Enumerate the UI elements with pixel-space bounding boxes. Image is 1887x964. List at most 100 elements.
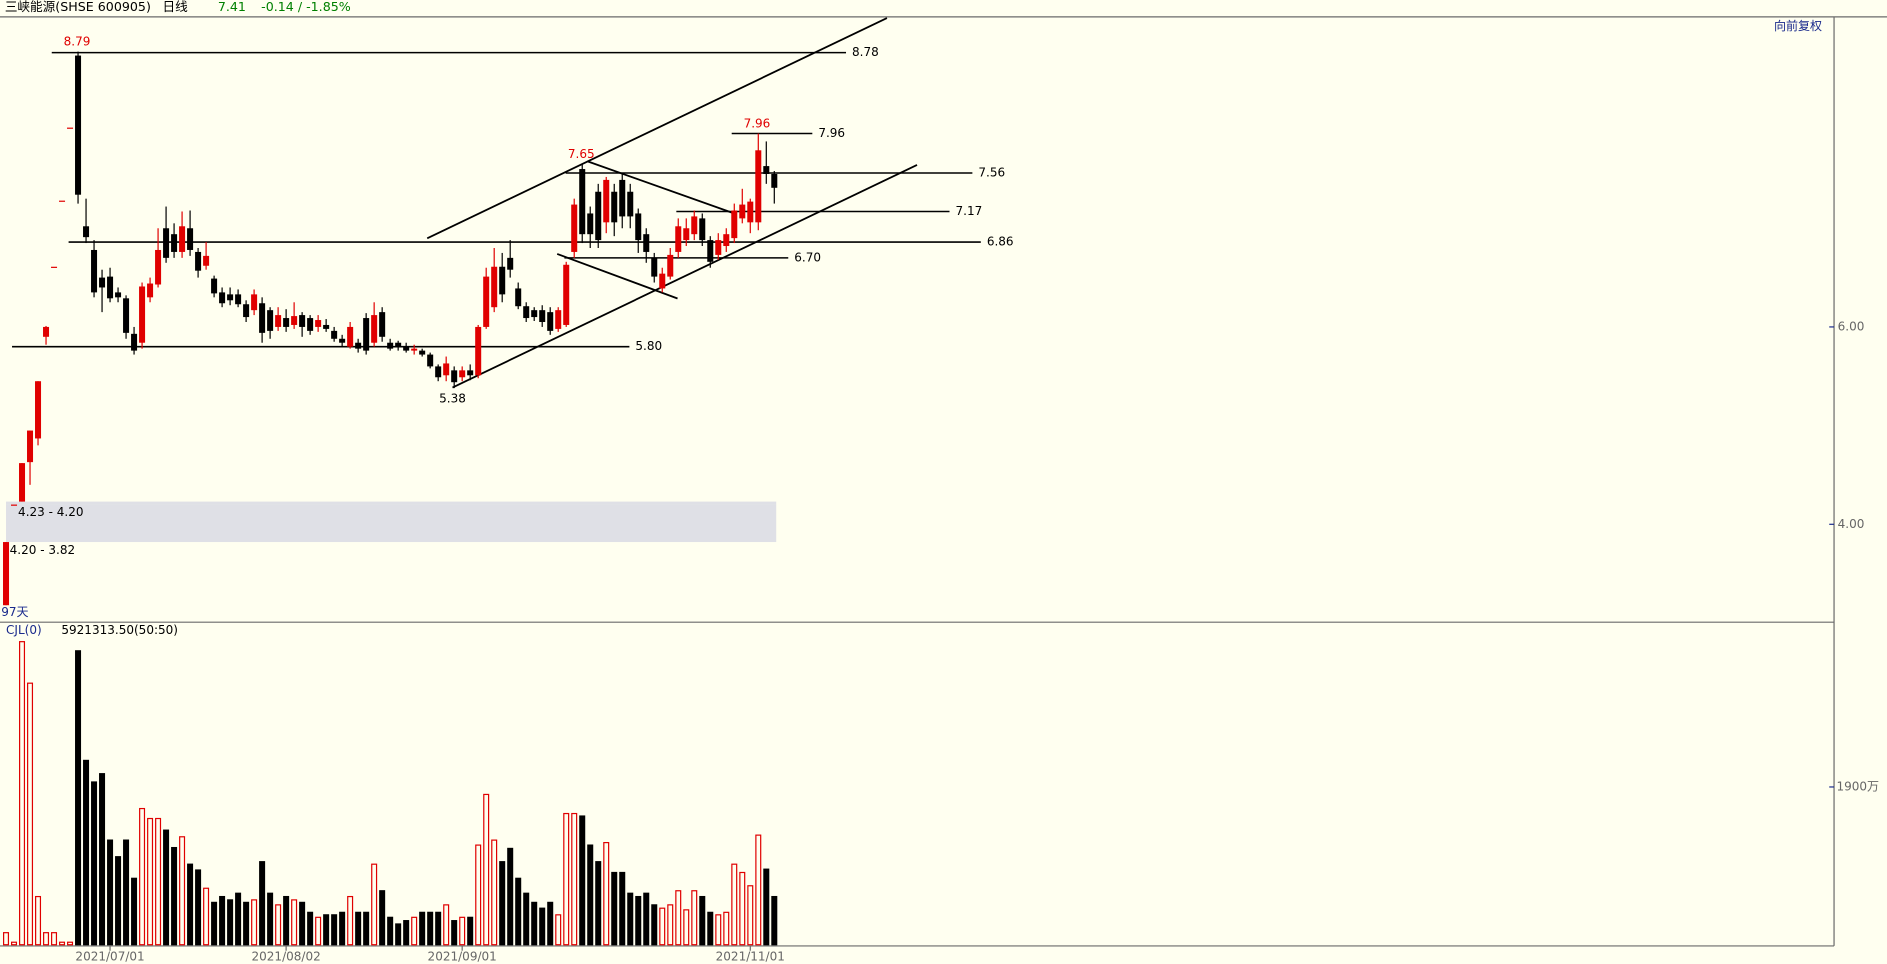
candle-body	[667, 254, 674, 277]
triangle-lower-line	[556, 253, 678, 300]
candle-body	[203, 255, 210, 266]
candle-body	[595, 191, 602, 241]
level-label: 6.70	[794, 250, 821, 264]
price-change: -0.14 / -1.85%	[261, 0, 351, 14]
volume-bar	[579, 815, 586, 946]
volume-bar	[147, 817, 154, 946]
y-tick-label: 1900万	[1836, 779, 1879, 793]
candle-body	[387, 342, 394, 349]
volume-bar	[763, 868, 770, 946]
candle-body	[51, 266, 58, 268]
volume-indicator-title[interactable]: CJL(0)	[6, 623, 42, 637]
volume-bar	[683, 909, 690, 946]
x-tick-label: 2021/09/01	[428, 949, 497, 963]
volume-bar	[491, 839, 498, 946]
volume-bar	[627, 892, 634, 946]
x-tick-label: 2021/11/01	[716, 949, 785, 963]
candle-body	[443, 363, 450, 376]
candle-body	[747, 201, 754, 223]
candle-body	[179, 226, 186, 252]
candle-body	[19, 463, 26, 502]
volume-bar	[187, 863, 194, 946]
candle-body	[155, 249, 162, 285]
gap-zone	[6, 501, 777, 505]
volume-bar	[11, 941, 18, 946]
candle-body	[483, 276, 490, 327]
candle-body	[75, 55, 82, 195]
candle-body	[627, 191, 634, 217]
candle-body	[603, 179, 610, 223]
volume-bar	[651, 904, 658, 946]
volume-bar	[675, 890, 682, 946]
candle-body	[227, 294, 234, 301]
candle-body	[379, 312, 386, 337]
x-tick-label: 2021/08/02	[251, 949, 320, 963]
candle-body	[139, 286, 146, 343]
volume-bar	[363, 911, 370, 946]
candle-body	[371, 315, 378, 343]
volume-bar	[139, 807, 146, 946]
volume-bar	[667, 904, 674, 946]
candle-body	[531, 310, 538, 318]
candle-body	[307, 318, 314, 331]
candle-body	[259, 303, 266, 333]
volume-bar	[635, 895, 642, 946]
candle-body	[731, 210, 738, 239]
candle-body	[11, 504, 18, 506]
volume-bar	[707, 911, 714, 946]
volume-bar	[411, 916, 418, 946]
volume-bar	[699, 895, 706, 946]
volume-bar	[539, 907, 546, 946]
last-price: 7.41	[218, 0, 246, 14]
level-label: 5.80	[635, 339, 662, 353]
volume-bar	[467, 916, 474, 946]
volume-bar	[347, 895, 354, 946]
candle-body	[323, 324, 330, 329]
volume-bar	[611, 871, 618, 946]
candle-body	[675, 226, 682, 252]
volume-bar	[251, 899, 258, 946]
days-label: 97天	[1, 605, 28, 619]
gap-zone-label: 4.20 - 3.82	[10, 543, 75, 557]
volume-bar	[459, 916, 466, 946]
volume-bar	[331, 914, 338, 946]
candle-body	[699, 218, 706, 241]
volume-bar	[555, 914, 562, 946]
volume-bar	[427, 911, 434, 946]
candle-body	[299, 315, 306, 327]
candle-body	[83, 226, 90, 238]
volume-bar	[755, 834, 762, 946]
volume-bar	[771, 895, 778, 946]
volume-bar	[659, 907, 666, 946]
candle-body	[499, 266, 506, 295]
period-selector[interactable]: 日线	[162, 0, 188, 14]
candle-body	[563, 264, 570, 325]
volume-bar	[171, 846, 178, 946]
candle-body	[771, 173, 778, 188]
volume-bar	[283, 895, 290, 946]
volume-bar	[603, 841, 610, 946]
volume-bar	[643, 892, 650, 946]
candle-body	[219, 292, 226, 304]
volume-bar	[747, 885, 754, 946]
high-label: 8.79	[64, 34, 91, 48]
volume-bar	[355, 911, 362, 946]
level-label: 7.17	[956, 204, 983, 218]
candle-body	[507, 257, 514, 270]
adjust-mode[interactable]: 向前复权	[1774, 18, 1822, 33]
candle-body	[691, 216, 698, 235]
volume-bar	[619, 871, 626, 946]
volume-bar	[595, 861, 602, 946]
volume-bar	[531, 901, 538, 946]
volume-bar	[3, 932, 10, 946]
volume-bar	[195, 869, 202, 946]
candle-body	[523, 306, 530, 319]
level-label: 7.56	[978, 165, 1005, 179]
stock-title: 三峡能源(SHSE 600905)	[5, 0, 151, 14]
candle-body	[571, 204, 578, 252]
candle-body	[283, 318, 290, 327]
candle-body	[579, 169, 586, 235]
candle-body	[163, 228, 170, 258]
level-label: 8.78	[852, 45, 879, 59]
